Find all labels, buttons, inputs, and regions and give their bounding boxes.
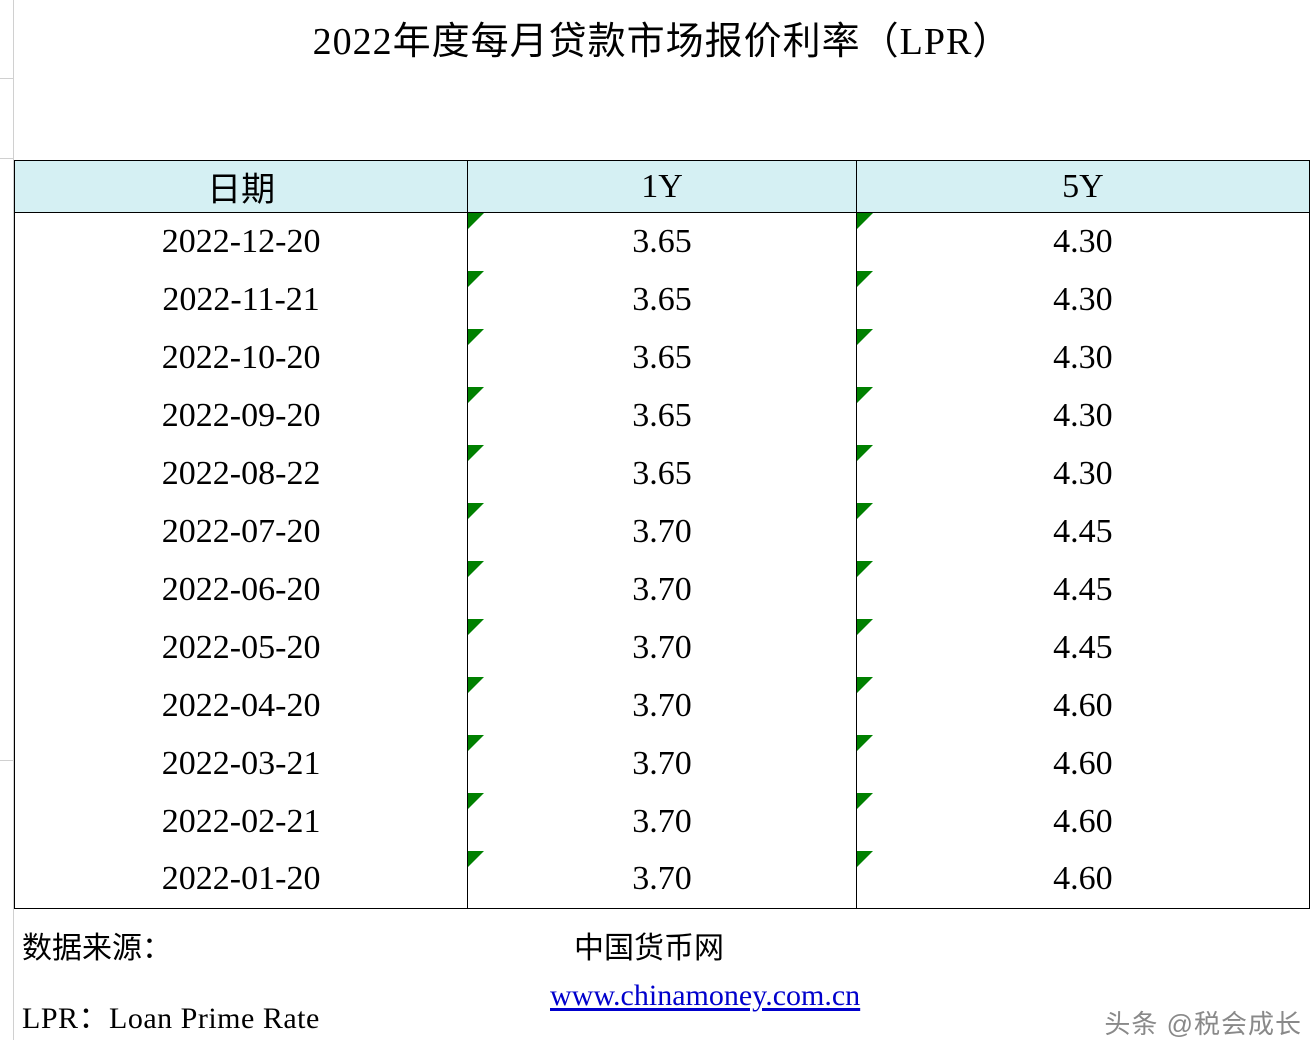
cell-date: 2022-08-22 xyxy=(15,445,468,503)
cell-5y: 4.30 xyxy=(856,271,1309,329)
cell-1y: 3.65 xyxy=(468,387,857,445)
col-header-5y: 5Y xyxy=(856,161,1309,213)
table-row: 2022-12-203.654.30 xyxy=(15,213,1310,271)
table-row: 2022-11-213.654.30 xyxy=(15,271,1310,329)
table-row: 2022-04-203.704.60 xyxy=(15,677,1310,735)
source-label: 数据来源： xyxy=(22,923,172,967)
table-row: 2022-02-213.704.60 xyxy=(15,793,1310,851)
cell-date: 2022-11-21 xyxy=(15,271,468,329)
source-url-link[interactable]: www.chinamoney.com.cn xyxy=(550,979,860,1013)
table-row: 2022-06-203.704.45 xyxy=(15,561,1310,619)
cell-5y: 4.45 xyxy=(856,561,1309,619)
cell-5y: 4.60 xyxy=(856,793,1309,851)
lpr-table: 日期 1Y 5Y 2022-12-203.654.302022-11-213.6… xyxy=(14,160,1310,909)
cell-1y: 3.70 xyxy=(468,793,857,851)
cell-date: 2022-03-21 xyxy=(15,735,468,793)
cell-date: 2022-06-20 xyxy=(15,561,468,619)
cell-1y: 3.70 xyxy=(468,735,857,793)
cell-date: 2022-09-20 xyxy=(15,387,468,445)
table-row: 2022-01-203.704.60 xyxy=(15,851,1310,909)
cell-date: 2022-02-21 xyxy=(15,793,468,851)
cell-1y: 3.65 xyxy=(468,445,857,503)
cell-date: 2022-10-20 xyxy=(15,329,468,387)
title-area: 2022年度每月贷款市场报价利率（LPR） xyxy=(14,0,1310,160)
table-row: 2022-10-203.654.30 xyxy=(15,329,1310,387)
col-header-date: 日期 xyxy=(15,161,468,213)
watermark: 头条 @税会成长 xyxy=(1104,1004,1302,1041)
cell-1y: 3.65 xyxy=(468,213,857,271)
table-row: 2022-08-223.654.30 xyxy=(15,445,1310,503)
cell-5y: 4.45 xyxy=(856,503,1309,561)
table-header-row: 日期 1Y 5Y xyxy=(15,161,1310,213)
cell-5y: 4.60 xyxy=(856,851,1309,909)
cell-5y: 4.30 xyxy=(856,387,1309,445)
cell-date: 2022-07-20 xyxy=(15,503,468,561)
cell-1y: 3.70 xyxy=(468,677,857,735)
cell-date: 2022-05-20 xyxy=(15,619,468,677)
cell-date: 2022-01-20 xyxy=(15,851,468,909)
cell-5y: 4.45 xyxy=(856,619,1309,677)
source-name: 中国货币网 xyxy=(574,923,724,967)
watermark-text: 头条 @税会成长 xyxy=(1104,1004,1302,1041)
cell-5y: 4.60 xyxy=(856,677,1309,735)
lpr-definition: LPR：Loan Prime Rate xyxy=(22,993,320,1037)
col-header-1y: 1Y xyxy=(468,161,857,213)
cell-5y: 4.30 xyxy=(856,329,1309,387)
cell-1y: 3.70 xyxy=(468,851,857,909)
cell-date: 2022-12-20 xyxy=(15,213,468,271)
cell-1y: 3.65 xyxy=(468,271,857,329)
cell-1y: 3.70 xyxy=(468,503,857,561)
cell-date: 2022-04-20 xyxy=(15,677,468,735)
cell-1y: 3.65 xyxy=(468,329,857,387)
table-row: 2022-09-203.654.30 xyxy=(15,387,1310,445)
cell-5y: 4.60 xyxy=(856,735,1309,793)
table-row: 2022-07-203.704.45 xyxy=(15,503,1310,561)
table-row: 2022-05-203.704.45 xyxy=(15,619,1310,677)
cell-1y: 3.70 xyxy=(468,619,857,677)
spreadsheet-gutter xyxy=(0,0,14,1040)
cell-1y: 3.70 xyxy=(468,561,857,619)
cell-5y: 4.30 xyxy=(856,213,1309,271)
page-title: 2022年度每月贷款市场报价利率（LPR） xyxy=(313,10,1012,65)
cell-5y: 4.30 xyxy=(856,445,1309,503)
footer: 数据来源： 中国货币网 LPR：Loan Prime Rate www.chin… xyxy=(14,909,1310,1045)
table-row: 2022-03-213.704.60 xyxy=(15,735,1310,793)
